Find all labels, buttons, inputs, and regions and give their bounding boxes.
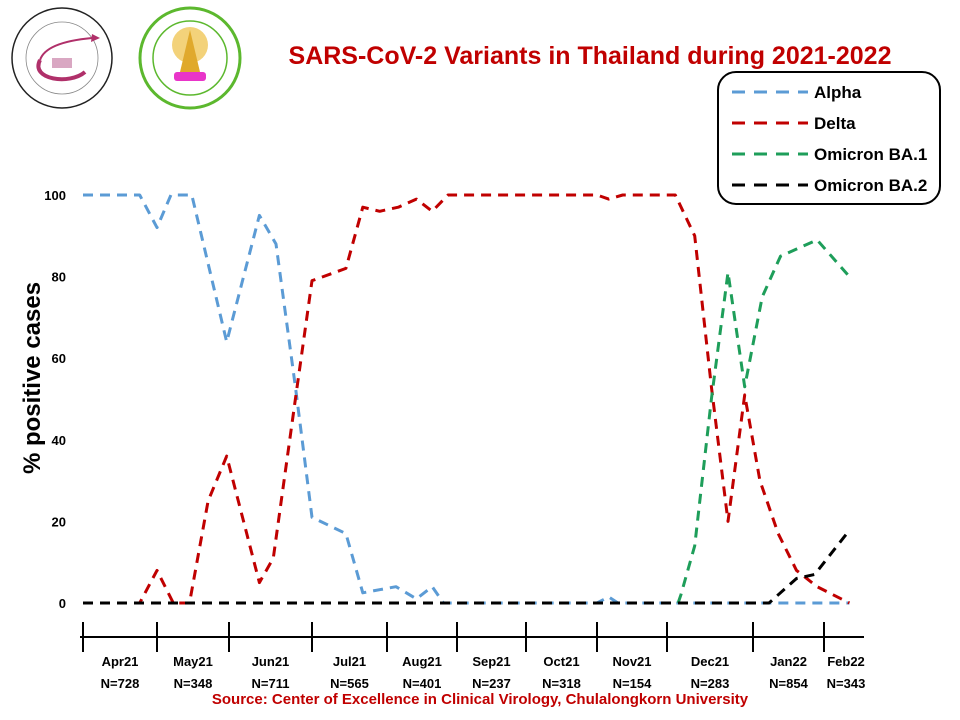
y-tick-label: 0: [59, 596, 66, 611]
x-month-label: Jan22: [770, 654, 807, 669]
x-month-label: Nov21: [612, 654, 651, 669]
x-month-label: Feb22: [827, 654, 865, 669]
y-axis-label: % positive cases: [19, 282, 46, 474]
series-line-alpha: [83, 193, 850, 605]
x-sample-size-label: N=318: [542, 676, 581, 691]
x-month-label: Sep21: [472, 654, 510, 669]
chulalongkorn-medicine-logo: [138, 6, 242, 110]
x-month-label: Dec21: [691, 654, 729, 669]
x-month-label: Oct21: [543, 654, 579, 669]
x-month-label: Jun21: [252, 654, 290, 669]
y-tick-label: 60: [52, 351, 66, 366]
legend-label: Alpha: [814, 83, 862, 102]
series-line-omicron-ba-2: [83, 532, 848, 605]
series-line-omicron-ba-1: [83, 238, 851, 605]
y-tick-label: 20: [52, 514, 66, 529]
x-sample-size-label: N=348: [174, 676, 213, 691]
x-sample-size-label: N=154: [613, 676, 652, 691]
legend: Alpha Delta Omicron BA.1 Omicron BA.2: [717, 71, 941, 205]
x-sample-size-label: N=728: [101, 676, 140, 691]
source-note: Source: Center of Excellence in Clinical…: [212, 691, 749, 708]
y-tick-label: 40: [52, 433, 66, 448]
x-sample-size-label: N=401: [403, 676, 442, 691]
x-month-label: May21: [173, 654, 213, 669]
y-tick-label: 80: [52, 270, 66, 285]
x-sample-size-label: N=237: [472, 676, 511, 691]
y-tick-label: 100: [44, 188, 66, 203]
x-sample-size-label: N=343: [827, 676, 866, 691]
x-month-label: Jul21: [333, 654, 366, 669]
legend-label: Omicron BA.1: [814, 145, 927, 164]
chart-title: SARS-CoV-2 Variants in Thailand during 2…: [289, 42, 892, 70]
x-sample-size-label: N=565: [330, 676, 369, 691]
legend-label: Omicron BA.2: [814, 176, 927, 195]
series-line-delta: [83, 193, 851, 605]
legend-label: Delta: [814, 114, 856, 133]
x-sample-size-label: N=711: [252, 676, 290, 691]
x-month-label: Apr21: [102, 654, 139, 669]
x-sample-size-label: N=283: [691, 676, 730, 691]
x-sample-size-label: N=854: [769, 676, 808, 691]
clinical-virology-logo: [11, 7, 113, 109]
x-month-label: Aug21: [402, 654, 442, 669]
